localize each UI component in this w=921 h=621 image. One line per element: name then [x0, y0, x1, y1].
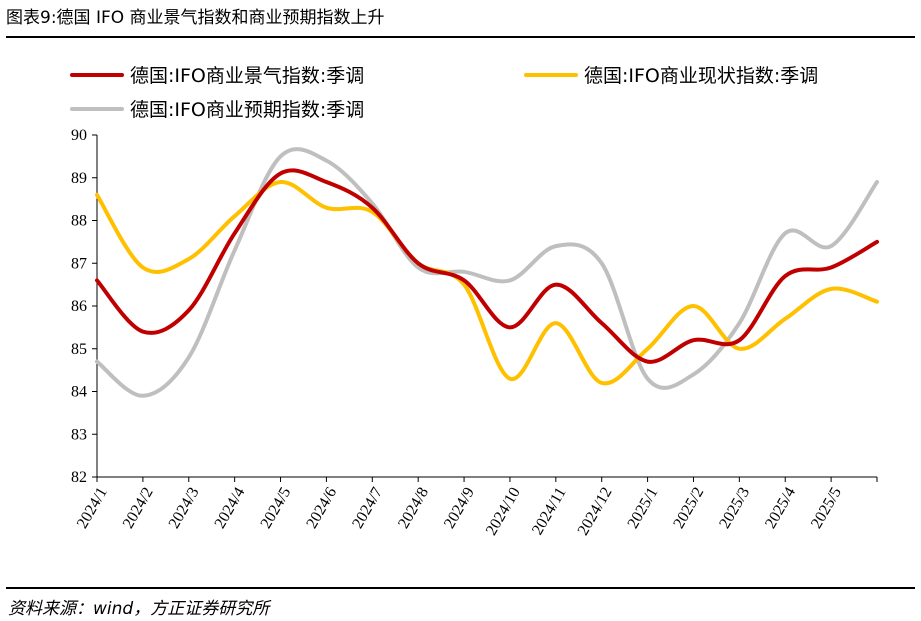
x-tick-label: 2024/1: [74, 485, 111, 532]
x-tick-label: 2024/2: [120, 485, 157, 532]
x-tick-label: 2024/5: [257, 485, 294, 532]
y-tick-label: 89: [71, 170, 87, 187]
y-tick-label: 88: [71, 213, 87, 230]
source-rule: [6, 587, 915, 589]
source-note: 资料来源：wind，方正证券研究所: [8, 599, 270, 619]
y-tick-label: 82: [71, 469, 87, 486]
x-tick-label: 2024/4: [212, 485, 249, 532]
series-line-3: [95, 147, 879, 398]
y-axis: 82 83 84 85 86 87 88 89 90: [71, 127, 98, 486]
x-tick-label: 2024/6: [303, 485, 340, 532]
series-line-1: [95, 168, 879, 364]
title-rule: [6, 36, 915, 38]
y-tick-label: 83: [71, 426, 87, 443]
x-tick-label: 2024/9: [441, 485, 478, 532]
legend: 德国:IFO商业景气指数:季调 德国:IFO商业现状指数:季调德国:IFO商业预期…: [70, 65, 818, 121]
series-line-2: [95, 180, 879, 386]
figure-title: 图表9:德国 IFO 商业景气指数和商业预期指数上升: [6, 8, 385, 28]
x-tick-label: 2024/7: [349, 485, 386, 532]
legend-label: 德国:IFO商业景气指数:季调: [130, 65, 364, 87]
y-tick-label: 85: [71, 341, 87, 358]
x-tick-label: 2024/11: [529, 485, 570, 538]
x-tick-label: 2024/3: [166, 485, 203, 532]
x-tick-label: 2025/4: [762, 485, 799, 532]
x-tick-label: 2025/3: [716, 485, 753, 532]
x-tick-label: 2025/1: [624, 485, 661, 532]
x-tick-label: 2024/12: [575, 485, 616, 539]
x-axis: 2024/1 2024/2 2024/3 2024/4 2024/5 2024/6 2024…: [74, 476, 878, 539]
x-tick-label: 2025/2: [670, 485, 707, 532]
y-tick-label: 84: [71, 384, 87, 401]
y-tick-label: 90: [71, 127, 87, 144]
x-tick-label: 2024/10: [483, 485, 524, 539]
x-tick-label: 2025/5: [808, 485, 845, 532]
y-tick-label: 86: [71, 298, 87, 315]
x-tick-label: 2024/8: [395, 485, 432, 532]
legend-label: 德国:IFO商业预期指数:季调: [130, 99, 364, 121]
legend-label: 德国:IFO商业现状指数:季调: [584, 65, 818, 87]
series-lines: [95, 147, 879, 398]
y-tick-label: 87: [71, 255, 87, 272]
